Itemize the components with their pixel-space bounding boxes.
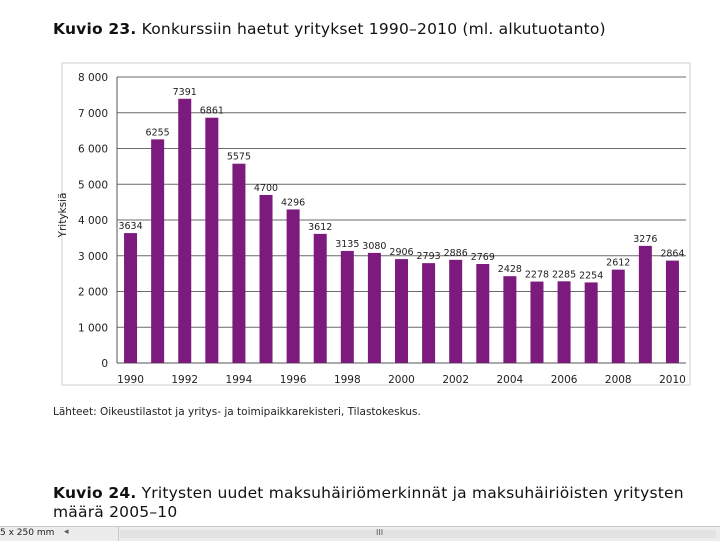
bar-1997 <box>313 233 327 363</box>
bar-2000 <box>395 259 408 363</box>
data-label-1998: 3135 <box>335 239 359 250</box>
x-tick-label: 1992 <box>171 374 198 386</box>
data-label-2002: 2886 <box>444 248 468 259</box>
x-tick-label: 2008 <box>605 374 632 386</box>
data-label-1997: 3612 <box>308 222 332 233</box>
data-label-2001: 2793 <box>417 251 441 262</box>
x-tick-label: 2006 <box>551 374 578 386</box>
plot-frame <box>61 62 691 386</box>
bar-2007 <box>584 282 598 363</box>
y-tick-label: 5 000 <box>78 179 108 191</box>
data-label-1990: 3634 <box>118 221 142 232</box>
data-label-2006: 2285 <box>552 269 576 280</box>
data-label-1991: 6255 <box>146 127 170 138</box>
figure-label: Kuvio 23. <box>53 20 137 38</box>
page-size-readout: 5 x 250 mm <box>0 528 55 538</box>
figure-title-text: Konkurssiin haetut yritykset 1990–2010 (… <box>141 20 606 38</box>
y-tick-label: 4 000 <box>78 215 108 227</box>
chart-title: Kuvio 23. Konkurssiin haetut yritykset 1… <box>53 20 606 38</box>
y-tick-label: 0 <box>101 358 108 370</box>
data-label-2000: 2906 <box>389 247 413 258</box>
y-tick-label: 3 000 <box>78 251 108 263</box>
status-divider <box>118 527 119 541</box>
bar-2006 <box>557 281 571 363</box>
bar-2010 <box>665 260 679 363</box>
x-tick-label: 2010 <box>659 374 686 386</box>
x-tick-label: 2002 <box>442 374 469 386</box>
y-axis-label: Yrityksiä <box>57 193 69 239</box>
next-figure-title: Kuvio 24. Yritysten uudet maksuhäiriömer… <box>53 484 693 522</box>
bar-1998 <box>340 250 354 363</box>
x-tick-label: 1996 <box>280 374 307 386</box>
bar-1990 <box>124 233 138 363</box>
data-label-2005: 2278 <box>525 270 549 281</box>
data-label-2007: 2254 <box>579 270 603 281</box>
bar-2009 <box>638 245 652 363</box>
data-label-2009: 3276 <box>633 234 657 245</box>
bar-2002 <box>449 259 463 363</box>
y-tick-label: 8 000 <box>78 72 108 84</box>
bar-2008 <box>611 269 625 363</box>
next-figure-title-text: Yritysten uudet maksuhäiriömerkinnät ja … <box>53 484 684 521</box>
bar-1995 <box>259 194 273 363</box>
data-label-1995: 4700 <box>254 183 278 194</box>
data-label-2004: 2428 <box>498 264 522 275</box>
data-label-1994: 5575 <box>227 152 251 163</box>
x-tick-label: 1994 <box>226 374 253 386</box>
y-tick-label: 2 000 <box>78 287 108 299</box>
data-label-2008: 2612 <box>606 258 630 269</box>
bar-2001 <box>422 263 436 363</box>
status-bar: 5 x 250 mm ◂ III <box>0 526 720 541</box>
data-label-1996: 4296 <box>281 197 305 208</box>
bar-1999 <box>367 252 381 363</box>
bar-chart: 0 1 000 2 000 3 000 4 000 5 000 6 000 7 000 8 00… <box>57 62 691 386</box>
data-label-2003: 2769 <box>471 252 495 263</box>
bar-2004 <box>503 276 517 363</box>
x-tick-label: 1998 <box>334 374 361 386</box>
y-tick-label: 1 000 <box>78 322 108 334</box>
x-tick-label: 1990 <box>117 374 144 386</box>
bar-1996 <box>286 209 300 363</box>
scroll-left-icon[interactable]: ◂ <box>64 527 69 537</box>
y-tick-label: 7 000 <box>78 108 108 120</box>
bar-1992 <box>178 98 192 363</box>
bar-2003 <box>476 264 490 363</box>
y-tick-label: 6 000 <box>78 144 108 156</box>
x-tick-label: 2000 <box>388 374 415 386</box>
next-figure-label: Kuvio 24. <box>53 484 137 502</box>
data-label-1993: 6861 <box>200 106 224 117</box>
horizontal-scrollbar[interactable] <box>120 530 716 538</box>
bar-2005 <box>530 281 544 363</box>
bar-1993 <box>205 117 219 363</box>
data-label-2010: 2864 <box>660 249 684 260</box>
bar-1994 <box>232 163 246 363</box>
scroll-thumb-grip-icon[interactable]: III <box>376 528 384 537</box>
bar-1991 <box>151 139 165 363</box>
x-tick-label: 2004 <box>497 374 524 386</box>
data-label-1999: 3080 <box>362 241 386 252</box>
source-note: Lähteet: Oikeustilastot ja yritys- ja to… <box>53 406 421 418</box>
data-label-1992: 7391 <box>173 87 197 98</box>
